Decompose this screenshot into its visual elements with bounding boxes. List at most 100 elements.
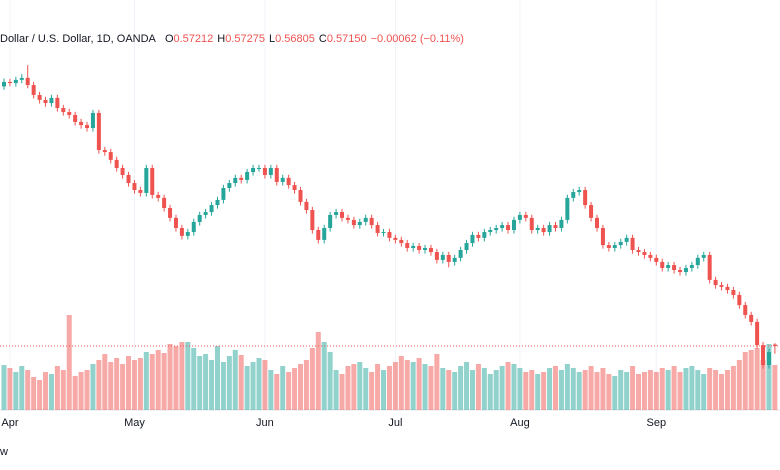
candle-body [25, 77, 30, 86]
x-tick-label: Jun [256, 417, 274, 429]
volume-bar [131, 360, 137, 410]
volume-bar [19, 366, 25, 410]
volume-bar [31, 377, 37, 410]
volume-bar [505, 362, 511, 410]
candle-body [458, 250, 463, 258]
candle-body [583, 190, 588, 206]
candle-body [606, 245, 611, 248]
candle-body [683, 267, 688, 273]
candle-body [423, 247, 428, 251]
candle-body [648, 254, 653, 258]
candle-body [600, 227, 605, 246]
volume-bar [48, 374, 54, 410]
volume-bar [499, 366, 505, 410]
volume-bar [410, 362, 416, 410]
ohlc-key: O [164, 33, 174, 45]
volume-bar [641, 372, 647, 410]
volume-bar [523, 372, 529, 410]
volume-bar [600, 368, 606, 410]
ohlc-key: C [318, 33, 327, 45]
volume-bar [659, 368, 665, 410]
candle-body [494, 227, 499, 231]
candle-body [55, 97, 60, 108]
volume-bar [108, 362, 114, 410]
candle-body [156, 194, 161, 198]
volume-bar [719, 374, 725, 410]
volume-bar [416, 358, 422, 410]
symbol: Dollar / U.S. Dollar, 1D, OANDA [0, 33, 156, 45]
candle-body [500, 225, 505, 228]
candle-body [624, 237, 629, 242]
candle-body [239, 177, 244, 180]
volume-bar [197, 356, 203, 410]
volume-bar [96, 360, 102, 410]
candle-body [612, 245, 617, 248]
volume-bar [677, 372, 683, 410]
candle-body [434, 252, 439, 260]
volume-bar [636, 374, 642, 410]
volume-bar [185, 342, 191, 410]
volume-bar [179, 342, 185, 410]
volume-bar [683, 368, 689, 410]
volume-bar [357, 362, 363, 410]
header: Dollar / U.S. Dollar, 1D, OANDA O0.57212… [0, 33, 468, 45]
candle-body [268, 167, 273, 175]
candle-body [523, 214, 528, 218]
candle-body [191, 221, 196, 233]
volume-bar [43, 372, 49, 410]
volume-bar [120, 364, 126, 410]
volume-bar [66, 315, 72, 410]
volume-bar [315, 332, 321, 410]
volume-bar [173, 346, 179, 410]
candle-body [405, 243, 410, 248]
volume-bar [90, 364, 96, 410]
candle-body [506, 225, 511, 231]
candle-body [340, 212, 345, 218]
candle-body [553, 225, 558, 228]
volume-bar [630, 366, 636, 410]
volume-bar [226, 356, 232, 410]
candle-body [411, 245, 416, 248]
volume-bar [238, 355, 244, 410]
volume-bar [143, 352, 149, 410]
candle-body [61, 107, 66, 113]
volume-bar [493, 370, 499, 410]
candle-body [144, 167, 149, 193]
candle-body [256, 167, 261, 169]
candle-body [399, 239, 404, 244]
candle-body [114, 159, 119, 168]
ohlc-value: 0.57212 [173, 33, 214, 45]
ohlc-value: 0.57275 [225, 33, 265, 45]
volume-bar [766, 344, 772, 410]
x-tick-label: May [124, 417, 145, 429]
candle-body [761, 345, 766, 366]
candle-body [197, 214, 202, 222]
x-tick-label: Jul [388, 417, 402, 429]
volume-bar [250, 362, 256, 410]
x-tick-label: Apr [1, 417, 18, 429]
candle-body [351, 219, 356, 226]
candle-body [280, 177, 285, 182]
candle-body [179, 227, 184, 236]
volume-bar [713, 370, 719, 410]
volume-bar [552, 366, 558, 410]
candle-body [772, 344, 777, 346]
candle-body [446, 254, 451, 262]
candle-body [393, 237, 398, 240]
candle-body [67, 112, 72, 115]
volume-bar [333, 370, 339, 410]
volume-bar [363, 368, 369, 410]
volume-bar [209, 360, 215, 410]
candle-body [138, 190, 143, 193]
volume-bar [381, 370, 387, 410]
volume-bar [102, 354, 108, 410]
candle-body [488, 230, 493, 233]
volume-bar [671, 366, 677, 410]
candle-body [660, 261, 665, 268]
change: −0.00062 (−0.11%) [370, 33, 464, 45]
candle-body [132, 183, 137, 191]
volume-bar [511, 364, 517, 410]
ohlc-value: 0.57150 [326, 33, 367, 45]
volume-bar [203, 354, 209, 410]
volume-bar [564, 364, 570, 410]
